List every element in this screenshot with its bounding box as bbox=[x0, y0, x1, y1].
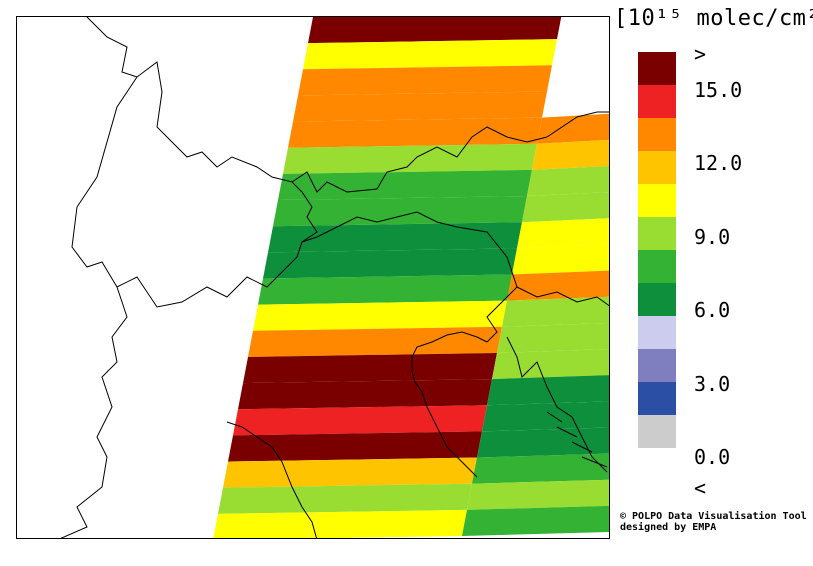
swath-pixel-east bbox=[467, 479, 609, 510]
swath-pixel bbox=[303, 39, 557, 70]
border-north bbox=[86, 17, 548, 193]
swath-pixel-east bbox=[492, 349, 609, 380]
swath-pixel bbox=[273, 196, 527, 227]
swath-pixel bbox=[223, 457, 477, 488]
coastlines-and-borders bbox=[60, 17, 609, 538]
legend-tick-label: 12.0 bbox=[694, 151, 743, 175]
swath-pixel bbox=[263, 248, 517, 279]
swath-pixel bbox=[298, 65, 552, 96]
credit-line-1: © POLPO Data Visualisation Tool bbox=[620, 511, 807, 522]
credit-text: © POLPO Data Visualisation Tool designed… bbox=[620, 511, 807, 533]
credit-line-2: designed by EMPA bbox=[620, 522, 717, 533]
swath-pixel bbox=[308, 17, 562, 44]
swath-pixel bbox=[278, 169, 532, 201]
legend-tick-label: 6.0 bbox=[694, 298, 731, 322]
legend-swatch bbox=[638, 382, 676, 415]
legend-swatch bbox=[638, 184, 676, 217]
swath-pixel-east bbox=[502, 296, 609, 327]
swath-pixel-east bbox=[527, 166, 609, 197]
legend-swatch bbox=[638, 151, 676, 184]
swath-pixel bbox=[253, 300, 507, 331]
swath-pixel bbox=[258, 274, 512, 305]
coast-croatia bbox=[506, 336, 608, 473]
satellite-swath bbox=[213, 17, 609, 538]
swath-pixel bbox=[283, 143, 537, 174]
swath-pixel bbox=[268, 222, 522, 253]
swath-pixel-east bbox=[482, 401, 609, 432]
legend-tick-label: 3.0 bbox=[694, 372, 731, 396]
coast-adriatic-north bbox=[411, 331, 488, 478]
border-italy-france bbox=[60, 286, 128, 538]
swath-pixel bbox=[288, 117, 542, 148]
legend-swatch bbox=[638, 250, 676, 283]
legend-swatch bbox=[638, 283, 676, 316]
legend-swatch bbox=[638, 52, 676, 85]
swath-pixel bbox=[228, 431, 482, 462]
swath-pixel bbox=[218, 483, 472, 514]
legend-tick-label: > bbox=[694, 42, 707, 66]
swath-pixel-east bbox=[477, 427, 609, 458]
swath-pixel bbox=[233, 405, 487, 436]
legend-tick-label: 9.0 bbox=[694, 225, 731, 249]
swath-pixel-east bbox=[532, 139, 609, 170]
legend-tick-label: 15.0 bbox=[694, 78, 743, 102]
column-density-map bbox=[60, 17, 609, 538]
swath-pixel-east bbox=[522, 192, 609, 223]
swath-pixel bbox=[238, 379, 492, 410]
legend-swatch bbox=[638, 85, 676, 118]
swath-pixel bbox=[248, 326, 502, 357]
legend-swatch bbox=[638, 316, 676, 349]
swath-pixel-east bbox=[517, 218, 609, 249]
color-legend bbox=[638, 52, 676, 448]
legend-swatch bbox=[638, 217, 676, 250]
swath-pixel bbox=[293, 91, 547, 122]
unit-label: [10¹⁵ molec/cm²] bbox=[614, 6, 813, 31]
swath-pixel-east bbox=[462, 505, 609, 536]
legend-swatch bbox=[638, 415, 676, 448]
swath-pixel-east bbox=[537, 113, 609, 144]
legend-swatch bbox=[638, 349, 676, 382]
islands-dalmatia bbox=[546, 411, 608, 468]
swath-pixel-east bbox=[512, 244, 609, 275]
swath-pixel-east bbox=[507, 270, 609, 301]
swath-pixel-east bbox=[472, 453, 609, 484]
swath-pixel-east bbox=[487, 375, 609, 406]
swath-pixel-east bbox=[497, 322, 609, 353]
map-panel[interactable] bbox=[16, 16, 610, 539]
border-austria-east bbox=[546, 111, 609, 138]
coast-ligurian bbox=[226, 421, 317, 538]
legend-tick-label: 0.0 bbox=[694, 445, 731, 469]
swath-pixel bbox=[213, 509, 467, 538]
border-slovenia bbox=[516, 286, 609, 307]
swath-pixel bbox=[243, 352, 497, 384]
legend-tick-label: < bbox=[694, 476, 707, 500]
legend-swatch bbox=[638, 118, 676, 151]
border-italy-austria bbox=[301, 211, 518, 343]
border-switzerland-south bbox=[71, 76, 318, 308]
